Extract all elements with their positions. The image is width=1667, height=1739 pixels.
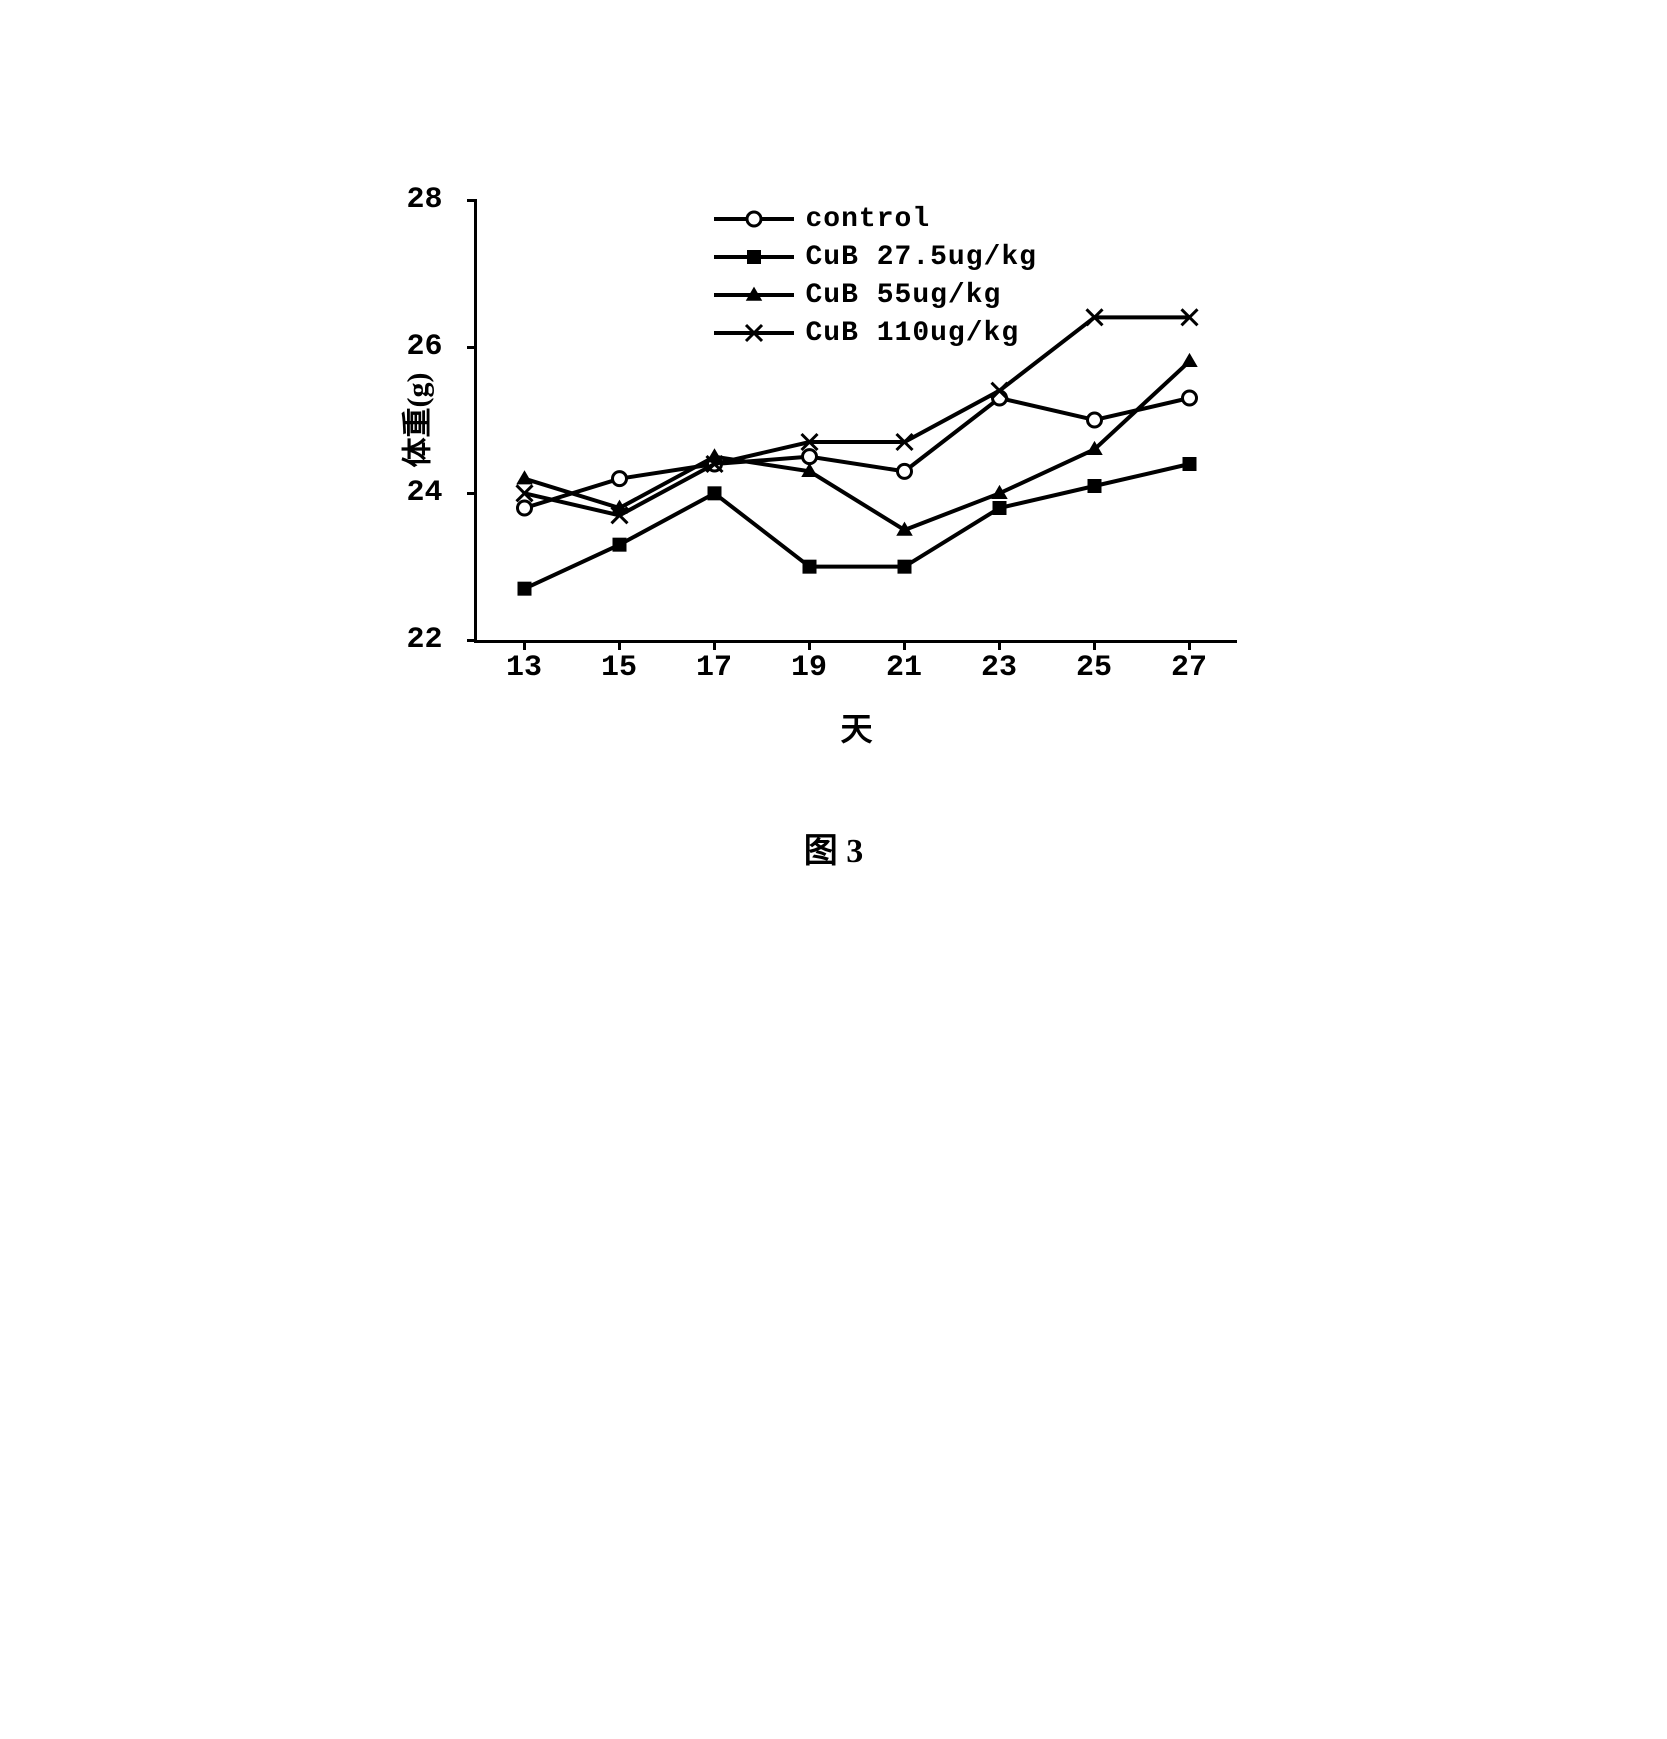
data-point-cub27 — [517, 582, 531, 596]
data-point-cub27 — [897, 560, 911, 574]
x-tick-label: 25 — [1076, 651, 1112, 685]
x-tick — [1093, 640, 1096, 650]
y-tick — [467, 492, 477, 495]
x-tick-label: 17 — [696, 651, 732, 685]
x-tick-label: 23 — [981, 651, 1017, 685]
data-point-control — [612, 472, 626, 486]
x-tick-label: 13 — [506, 651, 542, 685]
x-tick-label: 19 — [791, 651, 827, 685]
y-axis-label: 体重(g) — [392, 373, 436, 468]
y-tick — [467, 639, 477, 642]
series-line-cub55 — [524, 361, 1189, 530]
data-point-cub27 — [1182, 457, 1196, 471]
x-tick — [523, 640, 526, 650]
chart-container: controlCuB 27.5ug/kgCuB 55ug/kgCuB 110ug… — [334, 200, 1334, 872]
y-tick-label: 28 — [407, 183, 443, 217]
x-axis-label: 天 — [840, 704, 872, 750]
data-point-cub27 — [992, 501, 1006, 515]
plot-area: 体重(g) 天 222426281315171921232527 — [474, 200, 1237, 643]
data-point-control — [1182, 391, 1196, 405]
data-point-cub27 — [612, 538, 626, 552]
data-point-cub27 — [802, 560, 816, 574]
data-point-cub27 — [707, 486, 721, 500]
x-tick — [713, 640, 716, 650]
y-tick-label: 26 — [407, 330, 443, 364]
data-point-control — [802, 450, 816, 464]
x-tick — [903, 640, 906, 650]
x-tick — [808, 640, 811, 650]
data-point-control — [517, 501, 531, 515]
x-tick-label: 15 — [601, 651, 637, 685]
figure-caption: 图 3 — [334, 823, 1334, 872]
x-tick — [998, 640, 1001, 650]
y-tick-label: 22 — [407, 623, 443, 657]
x-tick — [618, 640, 621, 650]
data-point-cub55 — [1181, 353, 1197, 367]
x-tick-label: 21 — [886, 651, 922, 685]
chart-lines — [477, 200, 1237, 640]
x-tick — [1188, 640, 1191, 650]
y-tick — [467, 346, 477, 349]
y-tick-label: 24 — [407, 476, 443, 510]
y-tick — [467, 199, 477, 202]
x-tick-label: 27 — [1171, 651, 1207, 685]
data-point-control — [1087, 413, 1101, 427]
data-point-cub27 — [1087, 479, 1101, 493]
data-point-cub55 — [516, 470, 532, 484]
data-point-control — [897, 464, 911, 478]
